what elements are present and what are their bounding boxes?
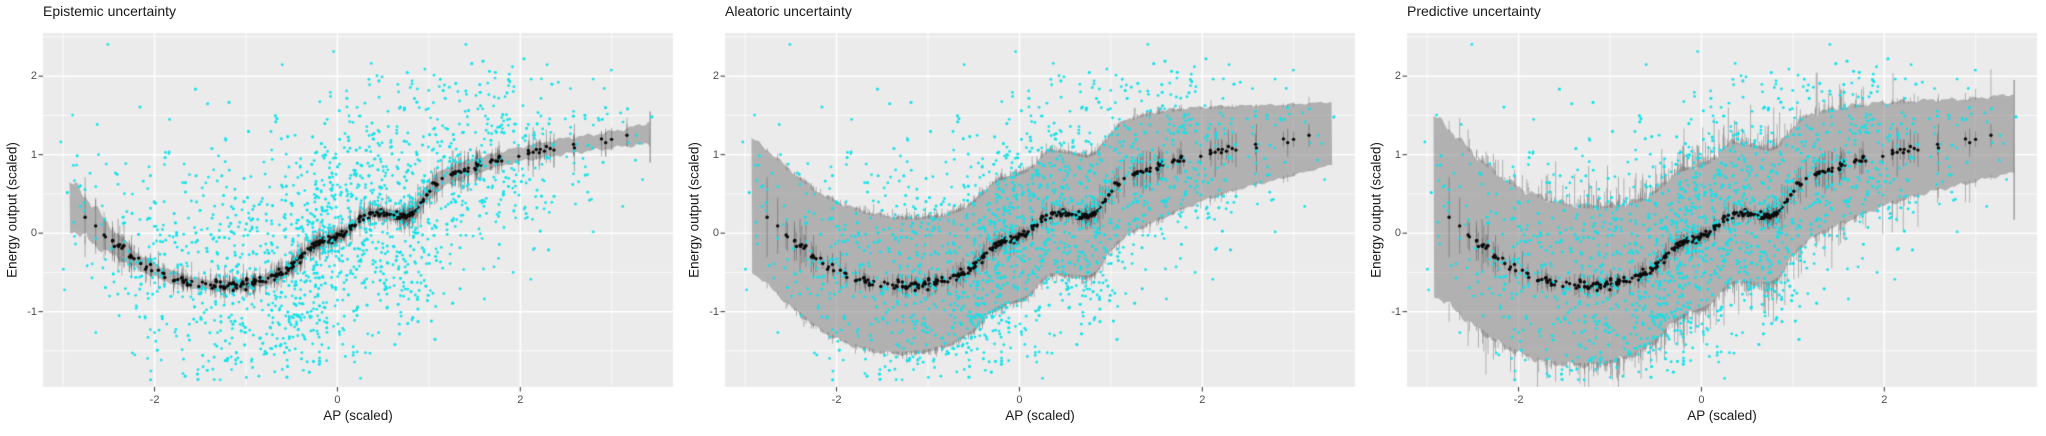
y-tick-label: -1 <box>27 305 37 318</box>
x-axis-title: AP (scaled) <box>323 408 393 423</box>
aleatoric-plot-canvas <box>682 0 1364 436</box>
y-tick-label: 2 <box>30 70 37 83</box>
x-tick-label: -2 <box>1513 394 1524 406</box>
x-tick-label: 2 <box>1199 394 1206 406</box>
x-tick-label: 2 <box>517 394 524 406</box>
panel-aleatoric-uncertainty: Aleatoric uncertainty Energy output (sca… <box>682 0 1364 436</box>
panel-title: Epistemic uncertainty <box>43 3 177 19</box>
epistemic-plot-canvas <box>0 0 682 436</box>
y-tick-label: -1 <box>1391 305 1401 318</box>
y-tick-label: -1 <box>709 305 719 318</box>
x-tick-label: 0 <box>1016 394 1023 406</box>
y-axis-title: Energy output (scaled) <box>1368 142 1384 278</box>
x-axis-title: AP (scaled) <box>1687 408 1757 423</box>
x-tick-label: 0 <box>334 394 341 406</box>
x-tick-label: 2 <box>1881 394 1888 406</box>
y-axis-title: Energy output (scaled) <box>4 142 20 278</box>
panel-epistemic-uncertainty: Epistemic uncertainty Energy output (sca… <box>0 0 682 436</box>
y-tick-label: 2 <box>1394 70 1401 83</box>
x-tick-label: -2 <box>831 394 842 406</box>
x-tick-label: 0 <box>1698 394 1705 406</box>
y-tick-label: 0 <box>1394 227 1401 240</box>
y-tick-label: 1 <box>712 148 719 161</box>
y-tick-label: 0 <box>30 227 37 240</box>
panel-predictive-uncertainty: Predictive uncertainty Energy output (sc… <box>1364 0 2046 436</box>
y-tick-label: 2 <box>712 70 719 83</box>
panel-title: Aleatoric uncertainty <box>725 3 852 19</box>
y-tick-label: 1 <box>1394 148 1401 161</box>
x-axis-title: AP (scaled) <box>1005 408 1075 423</box>
panel-title: Predictive uncertainty <box>1407 3 1541 19</box>
predictive-plot-canvas <box>1364 0 2046 436</box>
y-tick-label: 0 <box>712 227 719 240</box>
y-axis-title: Energy output (scaled) <box>686 142 702 278</box>
y-tick-label: 1 <box>30 148 37 161</box>
x-tick-label: -2 <box>149 394 160 406</box>
